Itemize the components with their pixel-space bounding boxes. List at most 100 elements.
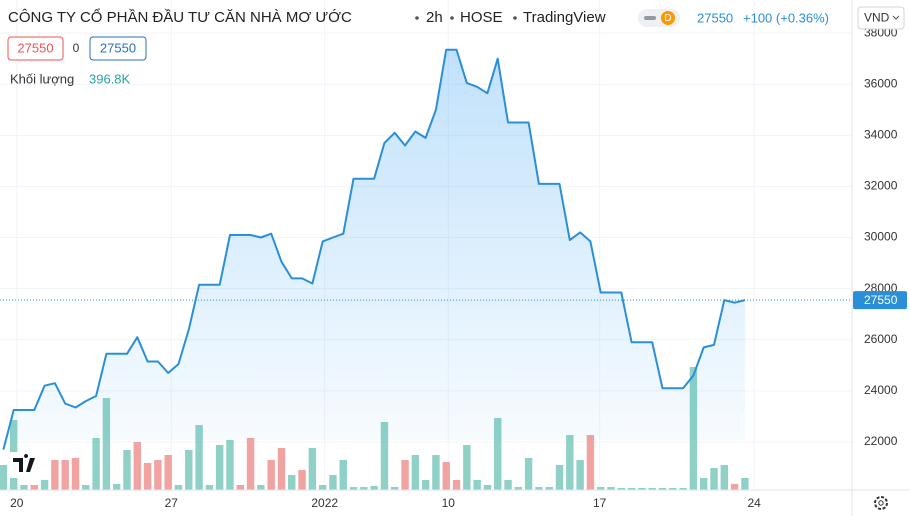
price-area [3, 49, 745, 450]
volume-bar [452, 480, 461, 490]
volume-bar [71, 458, 80, 490]
volume-bar [133, 442, 141, 490]
volume-bar [195, 425, 203, 490]
volume-bar [669, 488, 677, 490]
settings-icon-core [878, 500, 884, 506]
volume-bar [339, 460, 347, 490]
last-price-tag [853, 291, 907, 310]
volume-bar [741, 477, 749, 490]
volume-bars [0, 367, 749, 490]
volume-bar [51, 460, 59, 490]
y-tick-label: 22000 [864, 434, 898, 448]
volume-bar [555, 465, 564, 490]
volume-bar [597, 487, 605, 490]
volume-bar [92, 438, 100, 490]
volume-bar [566, 435, 574, 490]
volume-bar [20, 485, 28, 490]
volume-bar [102, 398, 111, 490]
y-tick-label: 24000 [864, 383, 898, 397]
volume-bar [463, 445, 471, 490]
y-tick-label: 26000 [864, 332, 898, 346]
volume-bar [658, 488, 667, 490]
price-line [2, 48, 746, 450]
volume-bar [699, 478, 708, 490]
volume-bar [576, 460, 584, 490]
volume-bar [380, 422, 389, 490]
volume-bar [205, 485, 214, 490]
axes: 2200024000260002800030000320003400036000… [10, 25, 907, 510]
x-tick-label: 24 [747, 496, 761, 510]
legend-box-up [89, 36, 147, 61]
volume-bar [473, 480, 481, 490]
volume-bar [411, 455, 420, 490]
price-layer [0, 48, 852, 450]
legend-value: 0 [73, 41, 80, 55]
y-tick-label: 30000 [864, 230, 898, 244]
volume-bar [421, 480, 430, 490]
volume-bar [504, 480, 512, 490]
volume-bar [82, 485, 90, 490]
status-icon [644, 16, 656, 20]
volume-bar [586, 435, 595, 490]
volume-bar [545, 487, 553, 490]
y-tick-label: 32000 [864, 179, 898, 193]
volume-last: 396.8K [89, 71, 131, 86]
separator [415, 16, 419, 20]
volume-label: Khối lượng [10, 71, 74, 86]
volume-bar [112, 484, 121, 490]
volume-bar [360, 487, 368, 490]
volume-bar [318, 485, 327, 490]
volume-bar [730, 484, 739, 490]
y-tick-label: 34000 [864, 127, 898, 141]
settings-icon[interactable] [874, 496, 888, 510]
volume-bar [638, 488, 646, 490]
volume-bar [123, 450, 131, 490]
volume-bar [40, 480, 49, 490]
volume-bar [308, 448, 317, 490]
volume-bar [226, 440, 234, 490]
volume-bar [401, 460, 409, 490]
separator [450, 16, 454, 20]
volume-bar [30, 485, 39, 490]
volume-bar [710, 468, 718, 490]
logo[interactable] [13, 454, 35, 472]
y-tick-label: 36000 [864, 76, 898, 90]
volume-bar [0, 465, 8, 490]
volume-bar [370, 486, 378, 490]
price-change: +100 (+0.36%) [743, 10, 829, 25]
badge: D [664, 13, 671, 24]
volume-bar [185, 450, 193, 490]
volume-bar [143, 463, 152, 490]
volume-bar [720, 465, 729, 490]
exchange: HOSE [460, 9, 503, 26]
badge-dot [661, 11, 675, 25]
volume-bar [442, 462, 450, 490]
volume-bar [432, 455, 440, 490]
x-tick-label: 20 [10, 496, 24, 510]
x-tick-label: 27 [165, 496, 179, 510]
legend-value: 27550 [100, 40, 136, 55]
volume-bar [236, 485, 244, 490]
currency: VND [864, 11, 890, 25]
volume-bar [617, 488, 626, 490]
last-price: 27550 [697, 10, 733, 25]
volume-bar [246, 438, 255, 490]
volume-bar [349, 487, 358, 490]
interval: 2h [426, 9, 443, 26]
volume-bar [174, 485, 183, 490]
volume-bar [494, 418, 502, 490]
separator [513, 16, 517, 20]
volume-bar [679, 488, 687, 490]
currency-dropdown[interactable] [857, 6, 905, 30]
volume-bar [298, 470, 306, 490]
volume-bar [514, 487, 523, 490]
volume-bar [648, 488, 656, 490]
volume-bar [164, 455, 172, 490]
x-tick-label: 10 [442, 496, 456, 510]
x-tick-label: 2022 [311, 496, 338, 510]
x-tick-label: 17 [593, 496, 607, 510]
legend-value: 27550 [17, 40, 53, 55]
volume-bar [535, 487, 543, 490]
volume-bar [524, 458, 533, 490]
